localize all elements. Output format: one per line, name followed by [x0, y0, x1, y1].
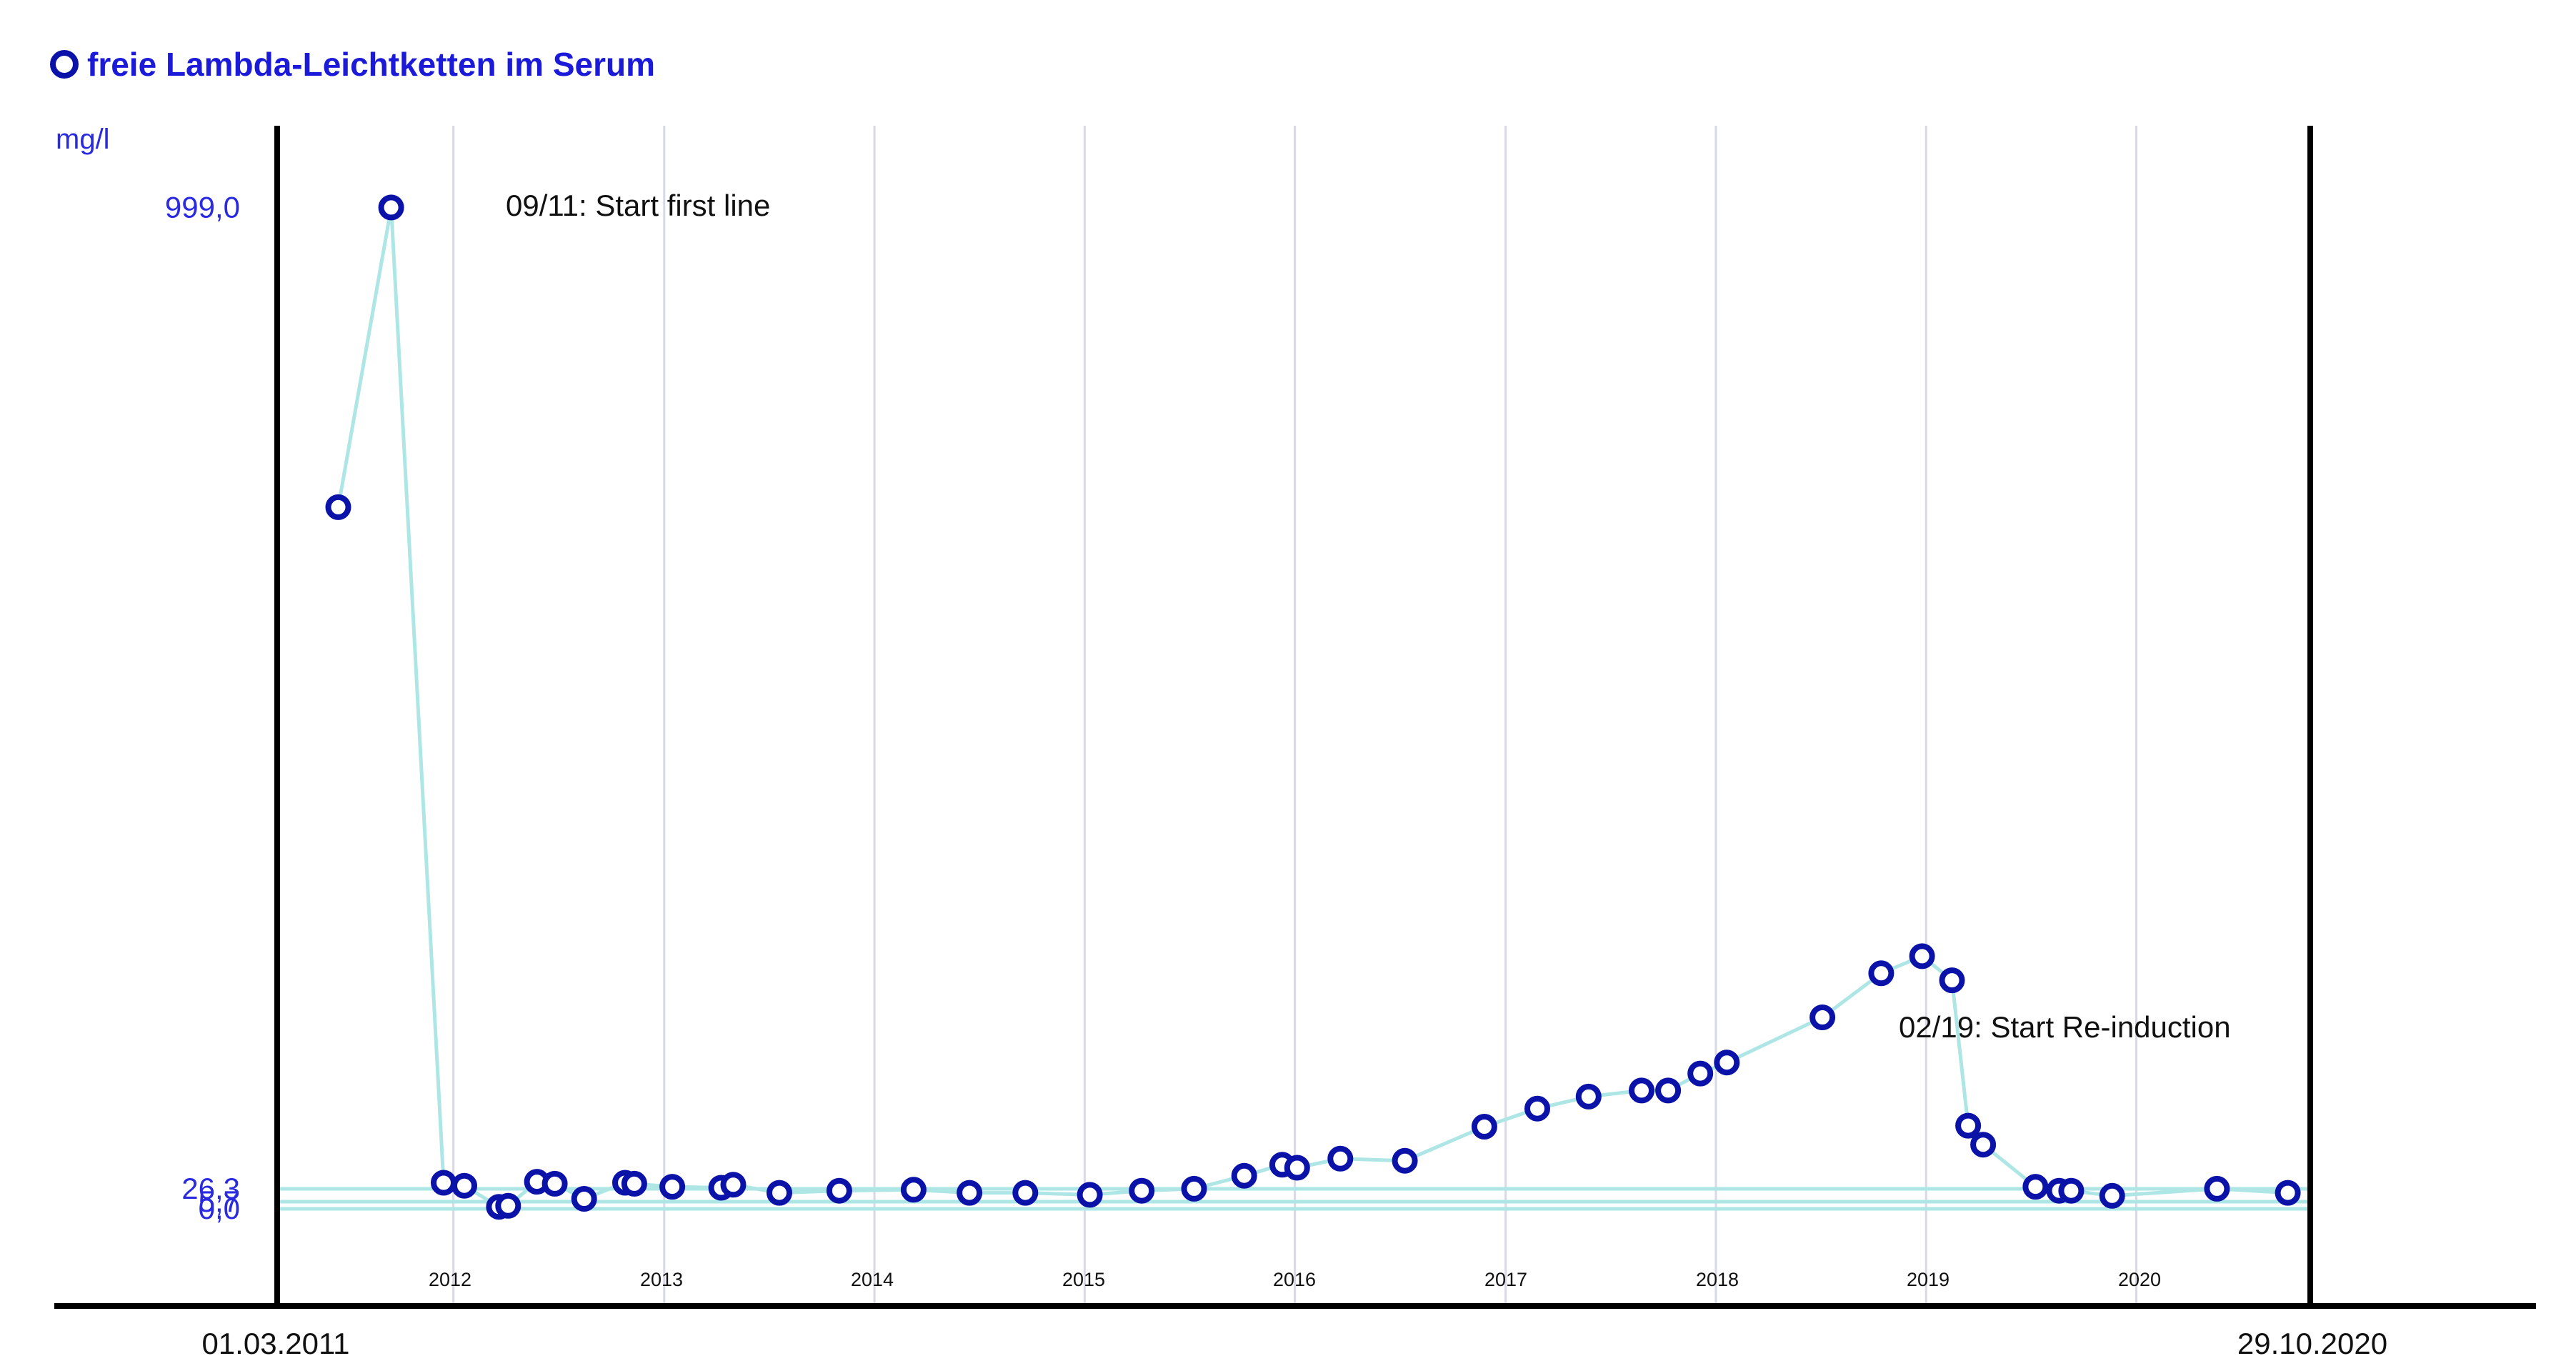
x-tick-labels: 2012 2013 2014 2015 2016 2017 2018 2019 …: [429, 1269, 2161, 1290]
chart-title: freie Lambda-Leichtketten im Serum: [87, 46, 655, 83]
data-point: [1955, 1112, 1982, 1139]
x-tick-label: 2012: [429, 1269, 471, 1290]
legend-marker-icon: [50, 50, 79, 79]
data-point: [1471, 1114, 1497, 1140]
data-point: [2022, 1174, 2049, 1200]
vertical-gridlines: [452, 126, 2138, 1303]
x-tick-label: 2015: [1062, 1269, 1105, 1290]
data-point: [1655, 1077, 1682, 1104]
data-point: [1012, 1180, 1039, 1206]
series-line: [336, 206, 2288, 1209]
annotation-start-first-line: 09/11: Start first line: [506, 189, 770, 222]
data-point: [2275, 1180, 2301, 1206]
data-point: [431, 1170, 456, 1196]
data-point: [571, 1186, 597, 1212]
data-point: [378, 194, 404, 221]
data-point: [1524, 1095, 1550, 1122]
data-point: [541, 1170, 568, 1197]
data-point: [451, 1172, 477, 1199]
y-tick-labels: 999,0 26,3 5,7 0,0: [165, 190, 240, 1225]
x-tick-label: 2019: [1907, 1269, 1950, 1290]
data-point: [621, 1170, 647, 1197]
y-tick-label: 0,0: [199, 1192, 240, 1225]
data-point: [2204, 1175, 2230, 1202]
data-point: [1129, 1177, 1155, 1204]
y-tick-label: 999,0: [165, 190, 240, 224]
data-point: [1687, 1060, 1714, 1087]
x-tick-label: 2016: [1273, 1269, 1316, 1290]
y-axis-unit: mg/l: [56, 124, 110, 155]
x-tick-label: 2017: [1484, 1269, 1527, 1290]
x-tick-label: 2013: [640, 1269, 683, 1290]
legend: freie Lambda-Leichtketten im Serum: [50, 46, 655, 83]
data-point: [2058, 1177, 2085, 1204]
series-layer: [325, 194, 2301, 1220]
data-point: [1909, 943, 1935, 969]
data-point: [1575, 1083, 1602, 1110]
annotation-start-reinduction: 02/19: Start Re-induction: [1899, 1010, 2231, 1044]
x-end-date: 29.10.2020: [2237, 1327, 2387, 1360]
y-tick-label: 26,3: [181, 1172, 240, 1205]
data-point: [1181, 1175, 1207, 1202]
data-point: [900, 1177, 927, 1203]
data-point: [659, 1174, 686, 1200]
data-point: [826, 1177, 852, 1204]
data-point: [325, 494, 351, 520]
data-point: [1077, 1182, 1103, 1208]
data-point: [1868, 960, 1894, 987]
x-tick-label: 2018: [1696, 1269, 1739, 1290]
data-point: [2099, 1182, 2125, 1209]
data-point: [1392, 1147, 1418, 1174]
x-start-date: 01.03.2011: [201, 1327, 349, 1360]
data-point: [720, 1172, 747, 1198]
data-point: [767, 1180, 792, 1206]
data-point: [1629, 1077, 1654, 1104]
data-point: [957, 1180, 983, 1206]
data-point: [1327, 1145, 1354, 1172]
data-point: [1939, 967, 1965, 994]
data-point: [1284, 1155, 1310, 1181]
y-tick-label: 5,7: [199, 1185, 240, 1218]
x-tick-label: 2020: [2118, 1269, 2161, 1290]
x-tick-label: 2014: [851, 1269, 894, 1290]
data-point: [1809, 1004, 1836, 1030]
data-point: [1970, 1132, 1997, 1158]
data-point: [1231, 1162, 1257, 1189]
data-point: [1714, 1050, 1740, 1076]
data-point: [495, 1192, 521, 1219]
